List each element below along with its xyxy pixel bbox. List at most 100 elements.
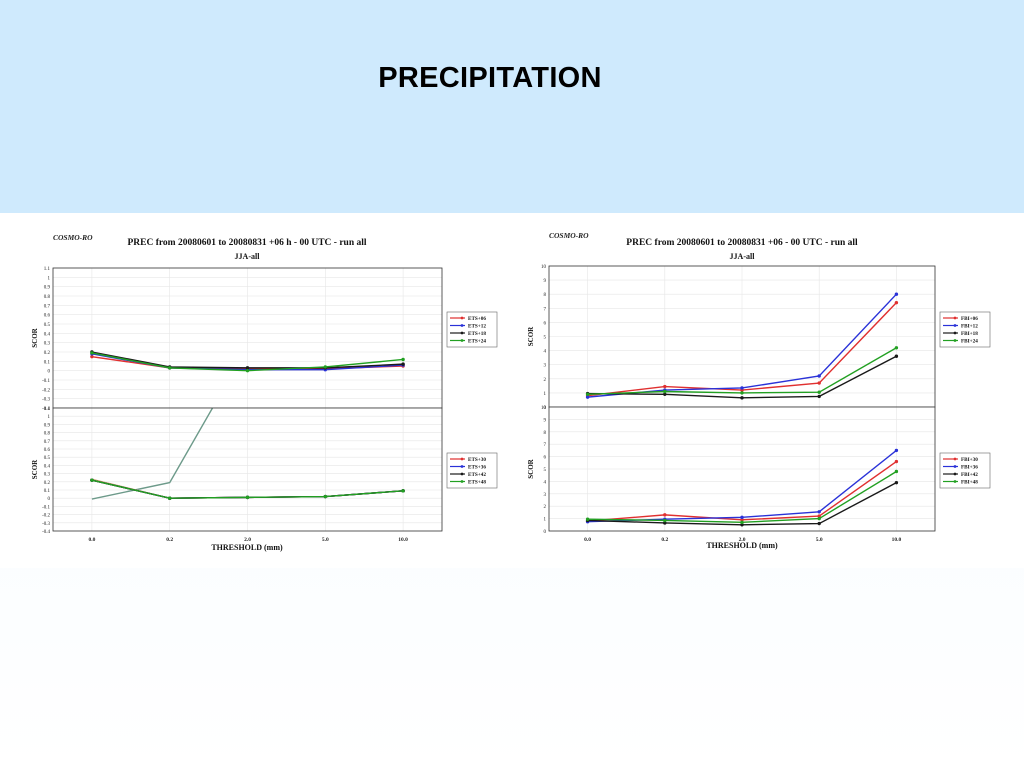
legend-marker [953,480,957,483]
data-point [894,354,899,358]
legend-label: FBI+42 [961,472,978,478]
data-point [90,478,94,482]
y-tick-label: 5 [544,336,547,341]
x-tick-label: 2.0 [244,537,251,543]
legend-label: FBI+30 [961,457,978,463]
legend-label: ETS+24 [468,339,486,345]
y-tick-label: 2 [544,378,547,383]
y-tick-label: 0.2 [44,481,51,486]
data-point [894,448,899,453]
data-point [894,300,899,305]
data-point [663,521,667,525]
legend-marker [460,339,464,342]
legend-label: FBI+24 [961,339,978,345]
extra-line-1 [91,408,214,500]
data-point [401,362,405,366]
y-tick-label: 3 [544,364,547,369]
y-tick-label: 10 [541,265,547,270]
data-point [894,459,899,464]
y-tick-label: 0.3 [44,342,51,347]
legend-marker [460,480,464,483]
y-tick-label: 1 [48,415,51,420]
data-point [817,521,821,526]
data-point [245,366,250,370]
data-point [585,517,590,521]
y-tick-label: 5 [544,468,547,473]
y-tick-label: 1.1 [44,267,51,272]
y-tick-label: 1 [544,392,547,397]
legend-label: ETS+06 [468,316,486,322]
data-point [740,396,744,400]
legend-marker [953,339,957,342]
data-point [323,494,327,499]
y-tick-label: 0.6 [44,314,51,319]
y-tick-label: -0.1 [42,505,50,510]
y-tick-label: 0.7 [44,440,51,445]
y-tick-label: 1 [48,276,51,281]
legend-marker [460,316,464,320]
y-tick-label: 0.9 [44,423,51,428]
data-point [817,381,821,385]
legend-marker [460,465,464,468]
data-point [740,518,744,522]
data-point [740,520,744,525]
y-tick-label: 0.6 [44,448,51,453]
data-point [401,489,405,493]
y-tick-label: 6 [544,321,547,326]
y-tick-label: 8 [544,293,547,298]
legend-marker [953,465,957,468]
y-tick-label: 0.8 [44,432,51,437]
y-tick-label: -0.4 [42,530,50,535]
y-tick-label: 9 [544,279,547,284]
y-tick-label: -0.3 [42,398,50,403]
y-tick-label: 4 [544,480,547,485]
legend-label: ETS+12 [468,324,486,330]
y-tick-label: 0.3 [44,473,51,478]
legend-marker [460,472,464,476]
data-point [740,515,744,520]
x-axis-label-right: THRESHOLD (mm) [706,541,778,550]
legend-label: FBI+18 [961,331,978,337]
y-tick-label: 7 [544,443,547,448]
legend-label: FBI+12 [961,324,978,330]
y-tick-label: 10 [541,406,547,411]
legend-label: ETS+36 [468,465,486,471]
data-point [817,514,821,518]
legend-marker [460,324,464,327]
x-axis-label-left: THRESHOLD (mm) [211,543,283,552]
figure-title-left: PREC from 20080601 to 20080831 +06 h - 0… [127,238,366,248]
data-point [817,510,821,514]
legend-label: FBI+06 [961,316,978,322]
data-point [663,389,667,394]
y-tick-label: -0.2 [42,388,50,393]
y-axis-label: SCOR [527,458,535,478]
data-point [663,384,667,389]
x-tick-label: 0.2 [661,537,668,543]
model-label-left: COSMO-RO [53,233,93,242]
series-group [90,350,405,373]
data-point [663,392,667,397]
y-tick-label: -0.2 [42,514,50,519]
legend-label: ETS+42 [468,472,486,478]
data-point [894,469,899,474]
data-point [168,496,172,500]
data-point [740,386,744,390]
y-tick-label: 8 [544,431,547,436]
legend-label: ETS+18 [468,331,486,337]
figure-subtitle-right: JJA-all [730,252,756,261]
data-point [663,513,667,517]
data-point [401,357,405,362]
data-point [585,395,590,399]
y-axis-label: SCOR [31,327,39,347]
header-band [0,0,1024,213]
data-point [817,516,821,521]
y-tick-label: 1 [544,518,547,523]
data-point [894,480,899,485]
legend-marker [953,331,957,335]
series-group [585,448,899,527]
y-tick-label: 0.9 [44,286,51,291]
x-tick-label: 2.0 [739,537,746,543]
y-tick-label: 0.1 [44,360,51,365]
data-point [817,394,821,399]
y-tick-label: 0.7 [44,304,51,309]
